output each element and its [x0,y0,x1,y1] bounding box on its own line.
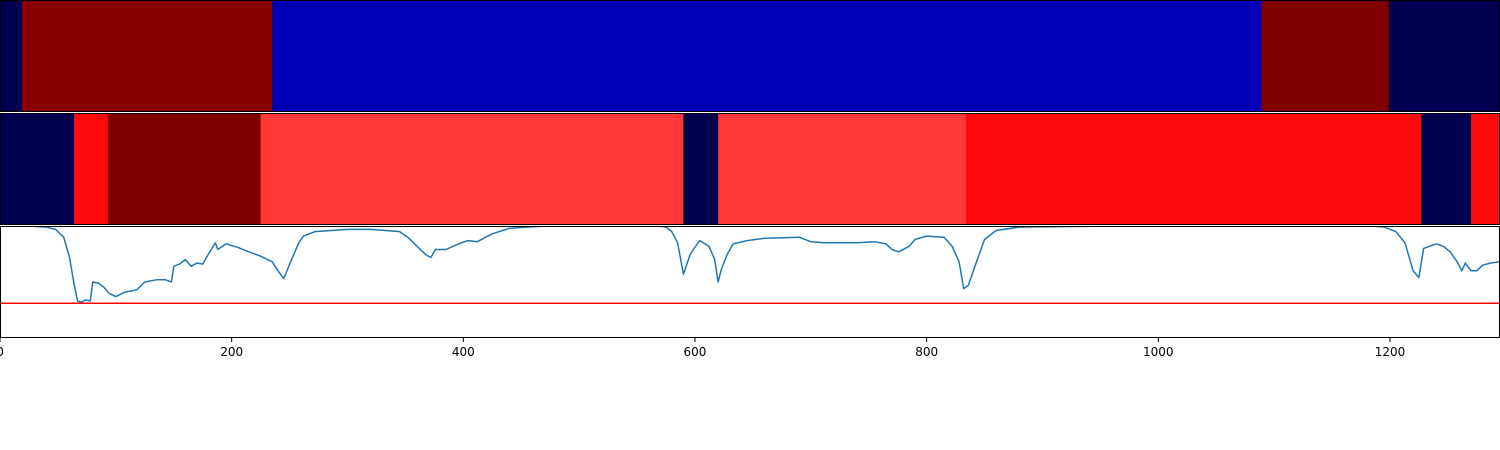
segment-strip-top [0,0,1500,112]
segment-1 [74,113,109,225]
segment-6 [966,113,1422,225]
segment-8 [1471,113,1500,225]
segment-3 [1261,0,1390,112]
segment-7 [1421,113,1472,225]
series-signal [0,226,1500,303]
segment-strip-middle [0,113,1500,225]
x-tick-label: 1200 [1375,345,1406,359]
x-tick-label: 800 [915,345,938,359]
x-tick-label: 1000 [1143,345,1174,359]
segment-4 [683,113,719,225]
x-axis: 0 200 400 600 800 1000 1200 [0,338,1405,359]
segment-2 [107,113,262,225]
segment-1 [22,0,273,112]
x-tick-label: 200 [220,345,243,359]
x-tick-label: 0 [0,345,4,359]
segment-0 [0,113,75,225]
x-tick-label: 400 [452,345,475,359]
segment-5 [718,113,967,225]
x-tick-label: 600 [684,345,707,359]
segment-4 [1388,0,1500,112]
segment-0 [0,0,23,112]
segment-3 [260,113,684,225]
segment-2 [272,0,1262,112]
